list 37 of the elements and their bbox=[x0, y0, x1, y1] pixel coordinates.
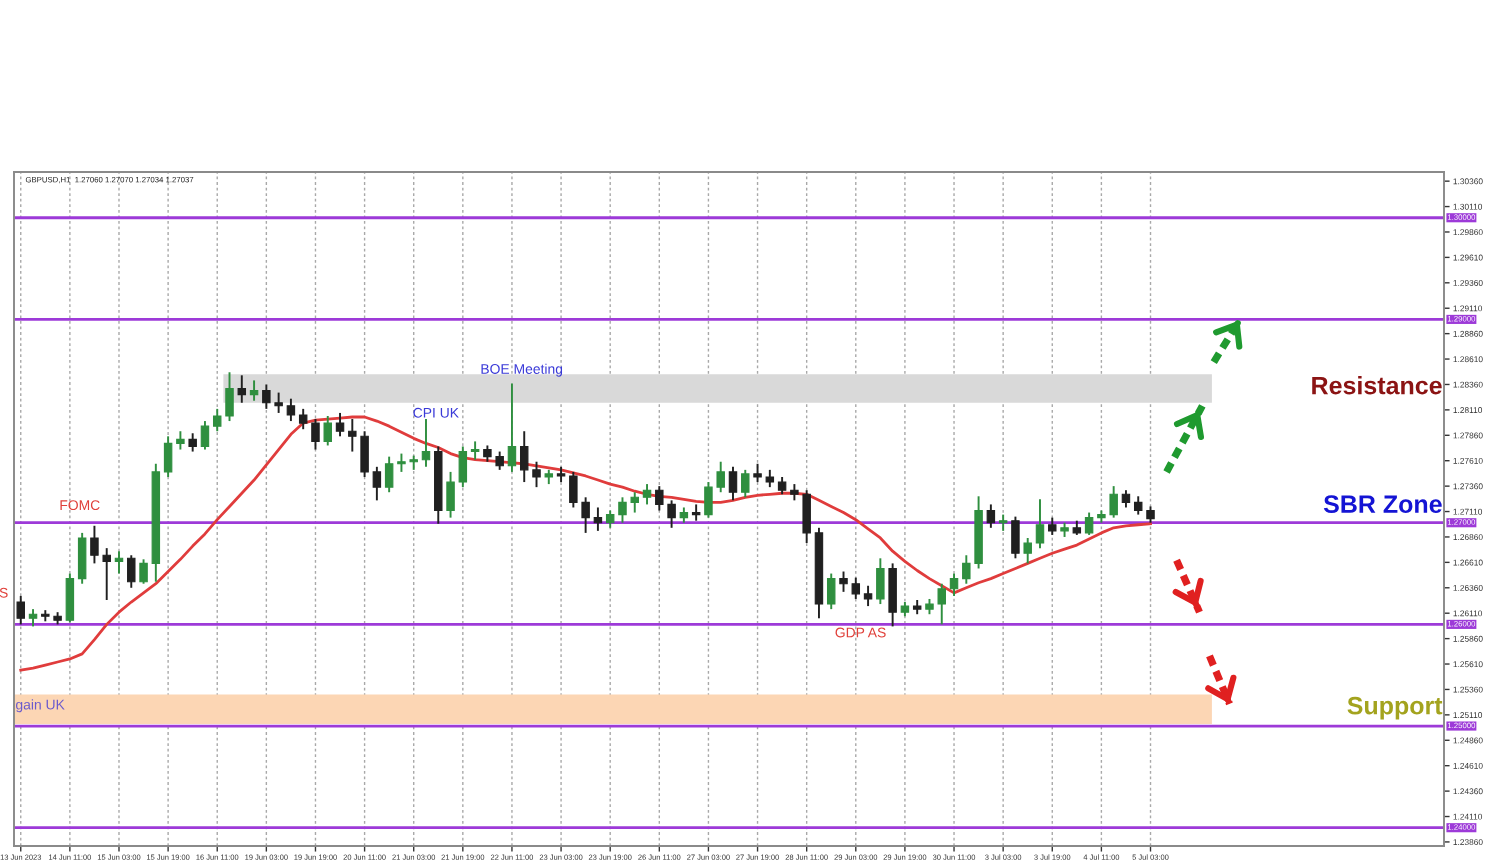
candlestick bbox=[200, 420, 210, 451]
candlestick bbox=[1084, 511, 1094, 536]
candlestick bbox=[728, 465, 738, 502]
candlestick bbox=[507, 382, 517, 473]
candlestick bbox=[593, 506, 603, 532]
candlestick bbox=[286, 397, 296, 423]
candlestick bbox=[949, 572, 959, 597]
candlestick bbox=[372, 465, 382, 502]
candlestick bbox=[323, 415, 332, 447]
candlestick bbox=[16, 594, 25, 626]
candlestick bbox=[237, 374, 247, 404]
candlestick bbox=[470, 440, 480, 461]
text: SBR Zone bbox=[1323, 495, 1442, 514]
candlestick bbox=[888, 562, 897, 628]
candlestick bbox=[163, 435, 173, 478]
candlestick bbox=[65, 572, 75, 624]
candlestick bbox=[876, 557, 885, 606]
text: Support bbox=[1347, 696, 1443, 720]
candlestick bbox=[114, 550, 124, 575]
candlestick bbox=[1011, 515, 1020, 560]
candlestick bbox=[863, 584, 873, 608]
candlestick bbox=[986, 503, 996, 529]
candlestick bbox=[249, 379, 259, 402]
candlestick bbox=[176, 430, 185, 451]
candlestick bbox=[826, 572, 836, 611]
candlestick bbox=[741, 468, 750, 499]
candlestick bbox=[1023, 537, 1032, 565]
line-series bbox=[19, 415, 1152, 672]
candlestick bbox=[127, 554, 136, 589]
candlestick bbox=[421, 418, 431, 468]
candlestick bbox=[335, 411, 345, 438]
candlestick bbox=[642, 483, 652, 506]
candlestick bbox=[384, 455, 394, 494]
candlestick bbox=[188, 432, 197, 453]
text: Resistance bbox=[1312, 376, 1442, 395]
candlestick bbox=[1035, 498, 1045, 550]
candlestick bbox=[77, 531, 87, 585]
